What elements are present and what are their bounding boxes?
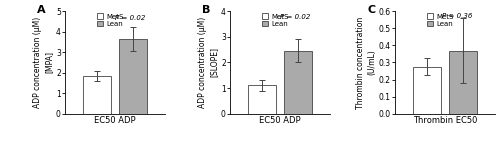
Text: P = 0.02: P = 0.02 xyxy=(115,15,145,21)
Bar xyxy=(284,51,312,114)
Legend: MetS, Lean: MetS, Lean xyxy=(96,13,124,27)
Bar xyxy=(119,39,147,114)
Text: B: B xyxy=(202,5,210,15)
Text: C: C xyxy=(367,5,375,15)
Bar xyxy=(449,51,477,114)
Y-axis label: Thrombin concentration
(U/mL): Thrombin concentration (U/mL) xyxy=(356,16,376,109)
X-axis label: EC50 ADP: EC50 ADP xyxy=(259,116,301,125)
Y-axis label: ADP concentration (μM)
[SLOPE]: ADP concentration (μM) [SLOPE] xyxy=(198,17,218,108)
Text: P = 0.36: P = 0.36 xyxy=(442,13,472,19)
Bar xyxy=(413,67,441,114)
Legend: MetS, Lean: MetS, Lean xyxy=(426,13,454,27)
Bar xyxy=(83,76,111,114)
Text: A: A xyxy=(37,5,46,15)
X-axis label: Thrombin EC50: Thrombin EC50 xyxy=(413,116,477,125)
Legend: MetS, Lean: MetS, Lean xyxy=(262,13,289,27)
Bar xyxy=(248,85,276,114)
Text: P = 0.02: P = 0.02 xyxy=(280,14,310,20)
X-axis label: EC50 ADP: EC50 ADP xyxy=(94,116,136,125)
Y-axis label: ADP concentration (μM)
[MPA]: ADP concentration (μM) [MPA] xyxy=(33,17,53,108)
